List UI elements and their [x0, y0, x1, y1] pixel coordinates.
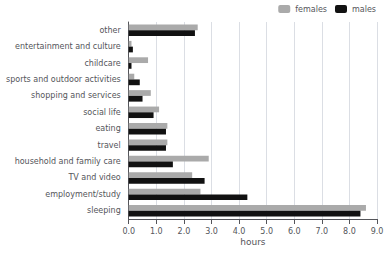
svg-text:5.0: 5.0 — [260, 227, 273, 236]
svg-text:females: females — [295, 5, 327, 14]
svg-text:7.0: 7.0 — [315, 227, 328, 236]
svg-text:1.0: 1.0 — [150, 227, 163, 236]
svg-text:2.0: 2.0 — [178, 227, 191, 236]
svg-text:sports and outdoor activities: sports and outdoor activities — [6, 75, 121, 84]
svg-text:travel: travel — [98, 141, 121, 150]
svg-text:household and family care: household and family care — [15, 157, 121, 166]
svg-text:6.0: 6.0 — [288, 227, 301, 236]
svg-text:males: males — [352, 5, 376, 14]
svg-text:8.0: 8.0 — [343, 227, 356, 236]
svg-text:childcare: childcare — [84, 59, 120, 68]
svg-text:shopping and services: shopping and services — [31, 91, 121, 100]
svg-text:social life: social life — [83, 108, 121, 117]
svg-text:4.0: 4.0 — [233, 227, 246, 236]
svg-text:9.0: 9.0 — [371, 227, 384, 236]
svg-text:TV and video: TV and video — [67, 173, 120, 182]
svg-text:entertainment and culture: entertainment and culture — [15, 42, 121, 51]
svg-text:other: other — [99, 26, 121, 35]
svg-text:0.0: 0.0 — [122, 227, 135, 236]
svg-text:eating: eating — [95, 124, 120, 133]
svg-text:employment/study: employment/study — [45, 190, 121, 199]
svg-text:sleeping: sleeping — [87, 206, 121, 215]
svg-text:3.0: 3.0 — [205, 227, 218, 236]
svg-text:hours: hours — [240, 237, 266, 247]
